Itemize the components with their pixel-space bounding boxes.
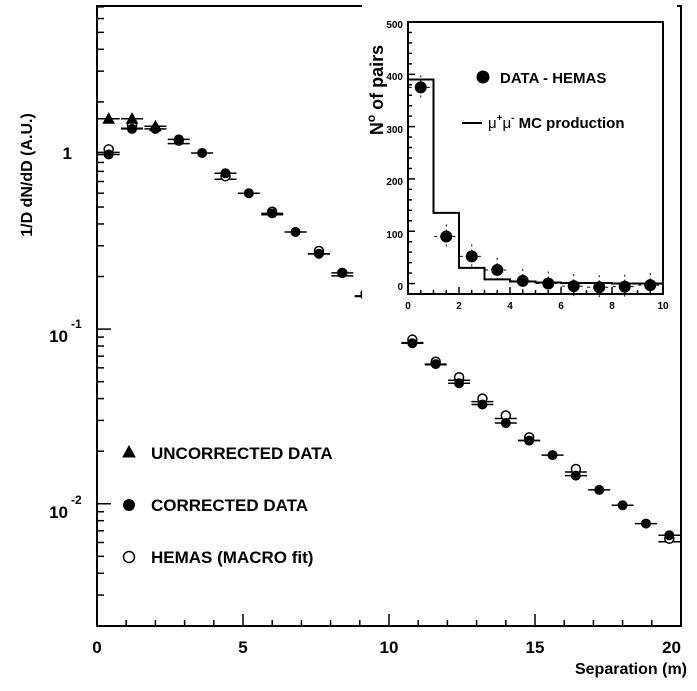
inset-ylabel-sup: o	[364, 115, 378, 122]
inset-x-tick-8: 8	[609, 301, 615, 312]
legend-marker-hemas	[122, 550, 136, 564]
inset-ylabel-rest: of pairs	[367, 45, 387, 115]
inset-legend-marker-data	[476, 70, 490, 84]
legend-label-hemas: HEMAS (MACRO fit)	[151, 548, 313, 567]
uncorrected-data-point	[102, 112, 116, 124]
corrected-data-point	[500, 417, 511, 428]
legend-label-uncorrected: UNCORRECTED DATA	[151, 444, 333, 463]
inset-data-hemas-point	[644, 279, 657, 292]
mc-mu2: μ	[503, 115, 512, 132]
x-tick-label-5: 5	[238, 638, 247, 657]
legend-marker-uncorrected	[122, 444, 136, 458]
corrected-data-point	[640, 518, 651, 529]
inset-data-hemas-point	[491, 263, 504, 276]
corrected-data-point	[454, 378, 465, 389]
inset-x-tick-0: 0	[405, 301, 411, 312]
inset-y-tick-0: 0	[397, 282, 403, 293]
mc-suffix: MC production	[515, 115, 625, 132]
inset-y-tick-labels: 0 100 200 300 400 500	[386, 20, 403, 293]
corrected-data-point	[337, 267, 348, 278]
x-tick-label-20: 20	[662, 638, 681, 657]
y-tick-label-100-base: 10	[49, 503, 68, 522]
corrected-data-point	[197, 147, 208, 158]
x-tick-label-10: 10	[380, 638, 399, 657]
inset-legend: DATA - HEMAS μ+μ- MC production	[462, 70, 624, 132]
inset-y-tick-200: 200	[386, 177, 403, 188]
corrected-data-point	[617, 500, 628, 511]
inset-data-hemas-point	[516, 274, 529, 287]
corrected-data-point	[407, 338, 418, 349]
corrected-data-point	[150, 123, 161, 134]
uncorrected-data-point	[125, 112, 139, 124]
inset-y-tick-100: 100	[386, 230, 403, 241]
inset-legend-label-data: DATA - HEMAS	[500, 70, 606, 87]
inset-data-hemas-point	[414, 81, 427, 94]
x-tick-label-15: 15	[526, 638, 545, 657]
inset-ylabel-base: N	[367, 122, 387, 135]
inset-y-axis-label: No of pairs	[364, 45, 387, 135]
inset-data-group	[407, 75, 663, 300]
y-tick-label-1: 1	[63, 144, 72, 163]
inset-y-tick-400: 400	[386, 72, 403, 83]
main-y-axis-label: 1/D dN/dD (A.U.)	[19, 113, 36, 237]
inset-data-hemas-point	[567, 280, 580, 293]
corrected-data-point	[103, 149, 114, 160]
inset-chart: 0 100 200 300 400 500 0 2 4 6 8 10 No of…	[362, 0, 677, 330]
corrected-data-point	[524, 435, 535, 446]
y-tick-label-100-exp: -2	[71, 493, 82, 507]
x-tick-label-0: 0	[92, 638, 101, 657]
corrected-data-point	[220, 168, 231, 179]
corrected-data-point	[127, 123, 138, 134]
inset-data-hemas-point	[618, 280, 631, 293]
inset-legend-label-mc: μ+μ- MC production	[488, 113, 624, 132]
inset-x-tick-2: 2	[456, 301, 462, 312]
mc-mu1: μ	[488, 115, 497, 132]
mc-sup2: -	[511, 113, 514, 124]
inset-data-hemas-point	[440, 230, 453, 243]
corrected-data-point	[547, 450, 558, 461]
svg-text:No of pairs: No of pairs	[364, 45, 387, 135]
corrected-data-point	[290, 226, 301, 237]
corrected-data-point	[313, 248, 324, 259]
inset-y-tick-500: 500	[386, 20, 403, 31]
inset-data-hemas-point	[593, 281, 606, 294]
main-y-tick-labels: 1 10 -1 10 -2	[49, 144, 82, 522]
inset-x-tick-labels: 0 2 4 6 8 10	[405, 301, 669, 312]
corrected-data-point	[594, 484, 605, 495]
corrected-data-point	[173, 134, 184, 145]
legend-label-corrected: CORRECTED DATA	[151, 496, 308, 515]
main-x-axis-label: Separation (m)	[575, 661, 687, 678]
main-tick-group	[96, 6, 682, 627]
main-legend: UNCORRECTED DATA CORRECTED DATA HEMAS (M…	[122, 444, 333, 567]
y-tick-label-10-exp: -1	[71, 317, 82, 331]
inset-x-tick-4: 4	[507, 301, 513, 312]
corrected-data-point	[570, 470, 581, 481]
corrected-data-point	[477, 399, 488, 410]
mc-sup1: +	[497, 113, 503, 124]
inset-data-hemas-point	[542, 277, 555, 290]
inset-x-tick-10: 10	[657, 301, 669, 312]
main-x-tick-labels: 0 5 10 15 20	[92, 638, 681, 657]
corrected-data-point	[430, 359, 441, 370]
inset-y-tick-300: 300	[386, 125, 403, 136]
y-tick-label-10-base: 10	[49, 327, 68, 346]
corrected-data-point	[243, 188, 254, 199]
legend-marker-corrected	[123, 499, 135, 511]
inset-x-tick-6: 6	[558, 301, 564, 312]
corrected-data-point	[664, 530, 675, 541]
inset-data-hemas-point	[465, 250, 478, 263]
corrected-data-point	[267, 208, 278, 219]
